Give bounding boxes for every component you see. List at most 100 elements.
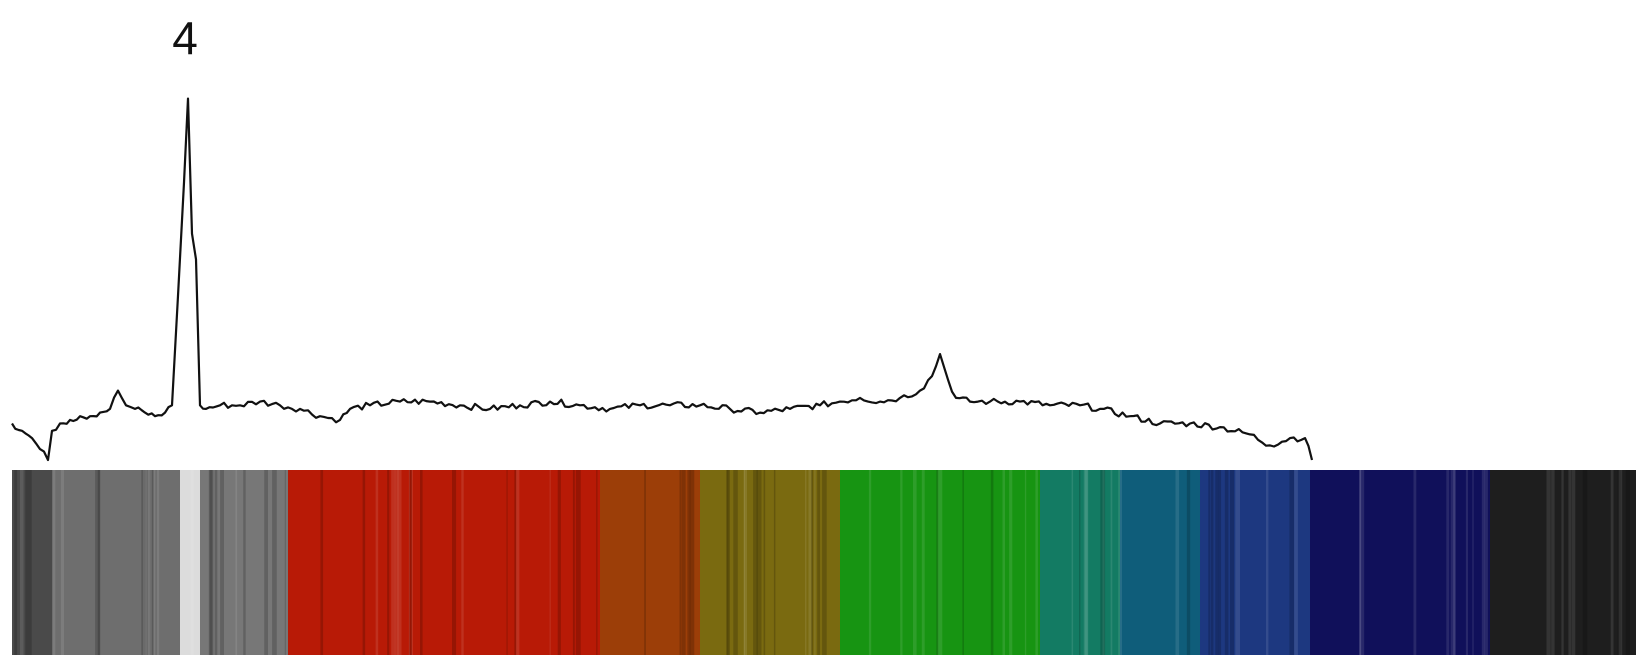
spectral-line — [1230, 470, 1235, 655]
spectral-line — [1465, 470, 1468, 655]
spectral-line — [409, 470, 412, 655]
spectral-line — [1561, 470, 1564, 655]
spectral-line — [1211, 470, 1214, 655]
intensity-trace — [11, 97, 1314, 462]
spectral-line — [743, 470, 745, 655]
spectral-line — [1551, 470, 1555, 655]
spectral-line — [264, 470, 268, 655]
spectral-line — [1002, 470, 1005, 655]
spectral-line — [1289, 470, 1295, 655]
spectral-line — [1024, 470, 1027, 655]
spectral-line — [921, 470, 925, 655]
spectral-line — [575, 470, 581, 655]
spectrum-band-6 — [700, 470, 841, 655]
spectrum-band-1 — [52, 470, 181, 655]
spectral-line — [146, 470, 148, 655]
spectral-line — [900, 470, 903, 655]
spectral-line — [763, 470, 766, 655]
spectrum-absorption-lines — [14, 470, 1630, 655]
spectral-line — [20, 470, 24, 655]
spectral-line — [753, 470, 758, 655]
spectral-line — [1359, 470, 1361, 655]
spectral-line — [387, 470, 390, 655]
spectral-line — [962, 470, 964, 655]
spectral-line — [143, 470, 148, 655]
spectral-line — [913, 470, 917, 655]
spectral-line — [744, 470, 747, 655]
peak-label: 4 — [172, 12, 198, 64]
spectral-line — [805, 470, 807, 655]
spectral-line — [817, 470, 820, 655]
spectral-line — [644, 470, 646, 655]
spectral-line — [411, 470, 413, 655]
spectral-line — [1224, 470, 1229, 655]
spectral-line — [53, 470, 56, 655]
spectrum-color-bar — [12, 470, 1636, 655]
spectral-line — [214, 470, 218, 655]
spectral-line — [1294, 470, 1298, 655]
spectral-line — [1083, 470, 1089, 655]
spectral-line — [60, 470, 64, 655]
spectral-line — [514, 470, 517, 655]
spectral-line — [1625, 470, 1630, 655]
spectral-line — [1617, 470, 1622, 655]
spectral-line — [726, 470, 729, 655]
spectral-line — [1100, 470, 1106, 655]
spectral-line — [1618, 470, 1623, 655]
spectral-line — [557, 470, 561, 655]
spectral-line — [868, 470, 872, 655]
spectrum-band-10 — [1200, 470, 1311, 655]
spectral-line — [689, 470, 695, 655]
spectral-line — [397, 470, 402, 655]
spectral-line — [1359, 470, 1362, 655]
spectral-line — [157, 470, 160, 655]
spectrum-band-11 — [1310, 470, 1491, 655]
spectral-line — [549, 470, 551, 655]
spectral-line — [148, 470, 150, 655]
spectral-line — [420, 470, 423, 655]
spectral-line — [1079, 470, 1081, 655]
spectral-line — [506, 470, 508, 655]
spectral-line — [687, 470, 691, 655]
spectral-line — [235, 470, 238, 655]
spectrum-band-12 — [1490, 470, 1636, 655]
spectral-line — [141, 470, 146, 655]
spectral-line — [1571, 470, 1576, 655]
spectral-line — [272, 470, 277, 655]
spectral-line — [14, 470, 18, 655]
spectrum-band-0 — [12, 470, 53, 655]
spectral-line — [95, 470, 100, 655]
spectral-line — [1009, 470, 1013, 655]
spectral-line — [1208, 470, 1211, 655]
spectral-line — [1610, 470, 1614, 655]
spectral-line — [1218, 470, 1222, 655]
spectral-line — [391, 470, 396, 655]
spectral-line — [811, 470, 814, 655]
spectral-line — [1484, 470, 1488, 655]
spectral-line — [937, 470, 943, 655]
spectral-line — [1175, 470, 1180, 655]
spectrum-band-8 — [1040, 470, 1121, 655]
spectral-line — [208, 470, 214, 655]
spectral-line — [808, 470, 812, 655]
spectral-line — [679, 470, 682, 655]
spectral-line — [936, 470, 939, 655]
spectral-line — [320, 470, 324, 655]
spectral-line — [375, 470, 379, 655]
spectral-line — [461, 470, 464, 655]
spectral-line — [151, 470, 154, 655]
spectral-line — [362, 470, 366, 655]
spectral-line — [733, 470, 738, 655]
spectral-line — [1446, 470, 1450, 655]
spectrum-band-9 — [1120, 470, 1201, 655]
spectral-line — [596, 470, 598, 655]
spectral-line — [990, 470, 994, 655]
spectral-line — [727, 470, 729, 655]
spectral-line — [1450, 470, 1456, 655]
spectral-line — [1453, 470, 1456, 655]
spectral-line — [1481, 470, 1485, 655]
spectral-line — [681, 470, 686, 655]
spectral-line — [822, 470, 827, 655]
spectrum-band-3 — [200, 470, 289, 655]
spectral-line — [1035, 470, 1038, 655]
